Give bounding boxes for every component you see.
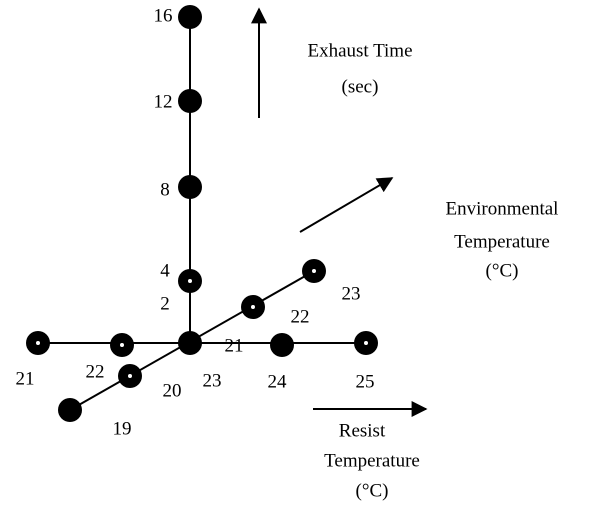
axis-label: 21: [225, 335, 244, 356]
axis-label: 19: [113, 418, 132, 439]
dot: [270, 333, 294, 357]
direction-arrows: [251, 7, 428, 417]
dot-center: [188, 279, 192, 283]
axis-title: Resist: [339, 420, 386, 441]
axis-label: 22: [291, 306, 310, 327]
axis-label: 25: [356, 371, 375, 392]
dot-center: [36, 341, 40, 345]
axis-label: 22: [86, 361, 105, 382]
axis-title: Temperature: [324, 450, 420, 471]
dot: [178, 5, 202, 29]
axis-title: Temperature: [454, 231, 550, 252]
dot-center: [312, 269, 316, 273]
axis-label: 24: [268, 371, 288, 392]
axis-label: 2: [160, 293, 170, 314]
axis-label: 23: [342, 283, 361, 304]
axis-label: 23: [203, 370, 222, 391]
axis-label: 16: [154, 5, 173, 26]
dot-center: [364, 341, 368, 345]
axis-title: (sec): [342, 76, 379, 97]
axis-label: 21: [16, 368, 35, 389]
axis-label: 12: [154, 91, 173, 112]
arrow-diagonal: [299, 177, 394, 233]
axis-title: Exhaust Time: [307, 40, 412, 61]
axis-lines: [38, 17, 366, 411]
dot: [58, 398, 82, 422]
axis-label: 8: [160, 179, 170, 200]
axis-label: 20: [163, 380, 182, 401]
center-dot: [178, 331, 202, 355]
axis-title: Environmental: [446, 198, 559, 219]
dot: [178, 89, 202, 113]
dot-center: [128, 374, 132, 378]
axis-title: (°C): [356, 480, 389, 501]
dot: [178, 175, 202, 199]
axis-label: 4: [160, 260, 170, 281]
axis-title: (°C): [486, 260, 519, 281]
dot-center: [251, 305, 255, 309]
dot-center: [120, 343, 124, 347]
